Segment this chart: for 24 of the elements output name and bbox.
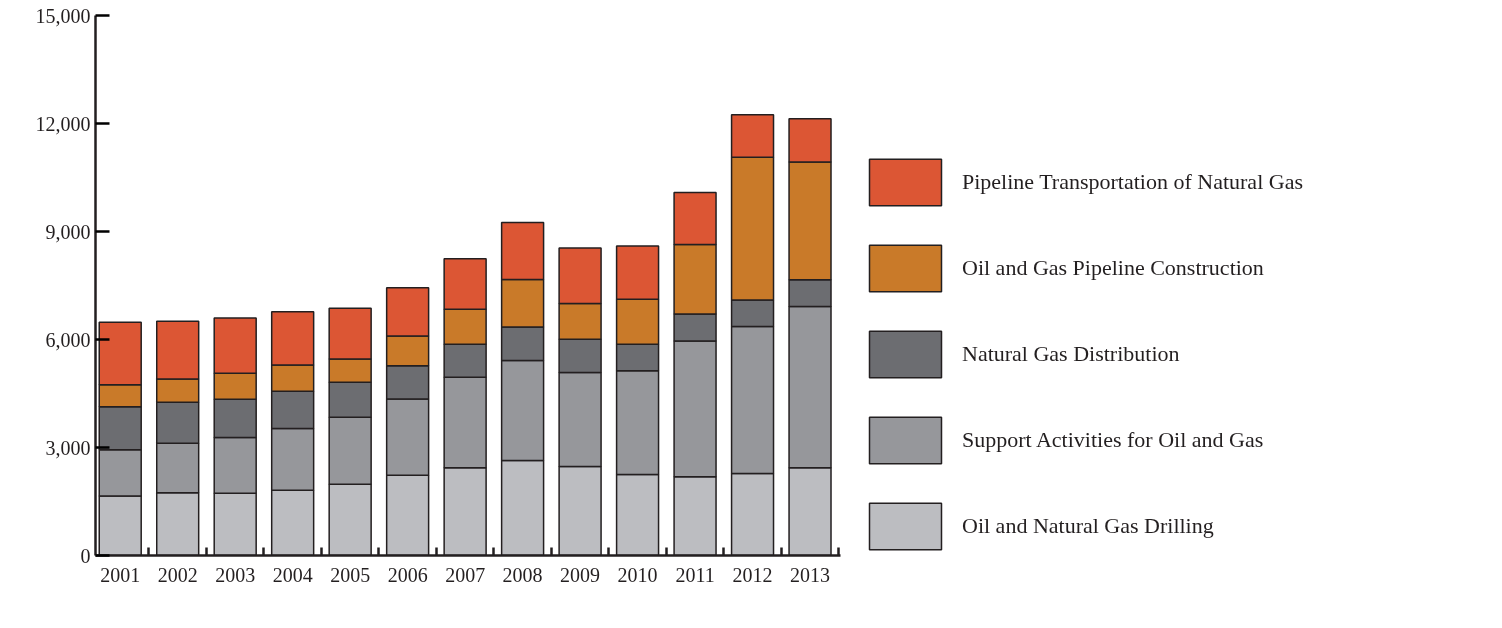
legend-label: Natural Gas Distribution [962, 341, 1180, 367]
x-tick-label: 2011 [675, 563, 715, 586]
y-tick-label: 6,000 [45, 328, 91, 351]
x-tick-label: 2005 [330, 563, 371, 586]
legend-label: Pipeline Transportation of Natural Gas [962, 169, 1303, 195]
x-tick-label: 2012 [732, 563, 773, 586]
x-tick-label: 2003 [215, 563, 256, 586]
x-tick-label: 2010 [617, 563, 658, 586]
legend-label: Oil and Natural Gas Drilling [962, 513, 1214, 539]
legend-label: Support Activities for Oil and Gas [962, 427, 1264, 453]
legend-label: Oil and Gas Pipeline Construction [962, 255, 1264, 281]
y-tick-label: 0 [80, 544, 91, 567]
x-tick-label: 2013 [790, 563, 831, 586]
x-tick-label: 2007 [445, 563, 486, 586]
y-tick-label: 9,000 [45, 220, 91, 243]
x-tick-label: 2004 [272, 563, 313, 586]
x-tick-label: 2001 [100, 563, 141, 586]
x-tick-label: 2009 [560, 563, 601, 586]
x-tick-label: 2008 [502, 563, 543, 586]
x-tick-label: 2006 [387, 563, 428, 586]
y-tick-label: 3,000 [45, 436, 91, 459]
y-tick-label: 12,000 [35, 112, 91, 135]
y-tick-label: 15,000 [35, 4, 91, 27]
x-tick-label: 2002 [157, 563, 198, 586]
